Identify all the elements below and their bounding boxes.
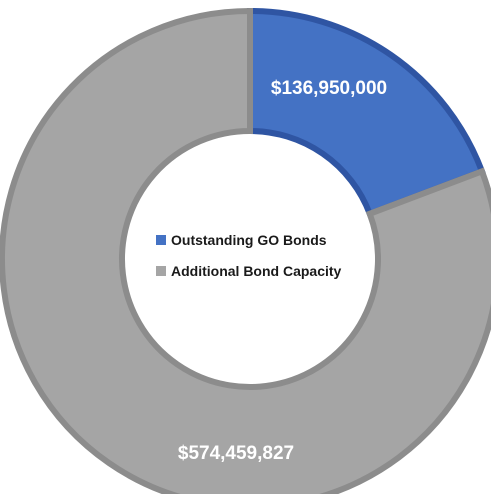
legend-item-additional-bond-capacity: Additional Bond Capacity	[156, 262, 341, 280]
chart-legend: Outstanding GO Bonds Additional Bond Cap…	[156, 231, 341, 293]
donut-slices	[0, 7, 491, 494]
legend-swatch-additional-bond-capacity	[156, 266, 166, 276]
legend-label-additional-bond-capacity: Additional Bond Capacity	[171, 263, 342, 279]
legend-swatch-outstanding-go-bonds	[156, 235, 166, 245]
slice-additional-bond-capacity	[0, 7, 491, 494]
data-label-outstanding-go-bonds: $136,950,000	[271, 78, 387, 99]
legend-item-outstanding-go-bonds: Outstanding GO Bonds	[156, 231, 341, 249]
data-label-additional-bond-capacity: $574,459,827	[178, 443, 294, 464]
slice-outstanding-go-bonds	[247, 7, 486, 218]
legend-label-outstanding-go-bonds: Outstanding GO Bonds	[171, 232, 327, 248]
